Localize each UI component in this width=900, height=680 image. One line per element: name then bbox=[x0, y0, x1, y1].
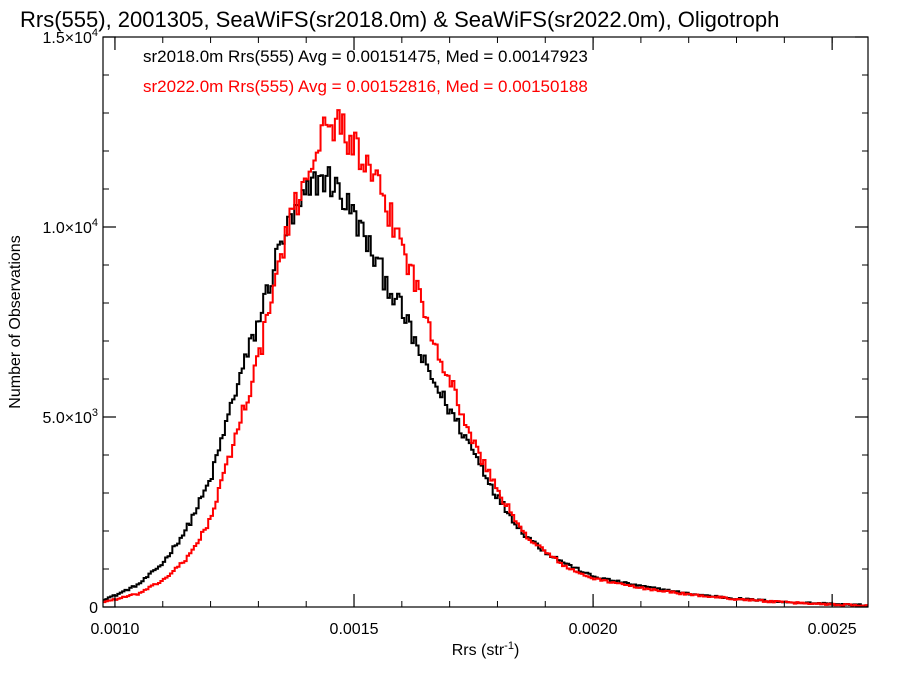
x-axis-title-main: Rrs (str bbox=[452, 642, 505, 659]
y-tick-label: 5.0×103 bbox=[42, 407, 98, 427]
series-layer bbox=[103, 109, 868, 608]
axes-layer: 0.0010 0.0015 0.0020 0.002505.0×1031.0×1041… bbox=[42, 27, 868, 638]
y-tick-label-mantissa: 0 bbox=[89, 600, 98, 617]
x-axis-title-close: ) bbox=[514, 642, 519, 659]
y-tick-label-exponent: 4 bbox=[92, 217, 98, 229]
chart-title: Rrs(555), 2001305, SeaWiFS(sr2018.0m) & … bbox=[20, 7, 779, 32]
y-tick-label: 1.0×104 bbox=[42, 217, 98, 237]
y-tick-label-mantissa: 5.0×10 bbox=[42, 410, 91, 427]
series-line-sr2018 bbox=[103, 166, 868, 608]
y-tick-label-exponent: 4 bbox=[92, 27, 98, 39]
x-tick-label: 0.0010 bbox=[90, 621, 139, 638]
y-axis-title: Number of Observations bbox=[7, 235, 24, 408]
legend-entry-sr2018: sr2018.0m Rrs(555) Avg = 0.00151475, Med… bbox=[143, 47, 588, 66]
x-axis-title: Rrs (str-1) bbox=[452, 640, 520, 659]
x-axis-title-superscript: -1 bbox=[504, 640, 514, 652]
series-line-sr2022 bbox=[103, 109, 868, 608]
y-tick-label: 1.5×104 bbox=[42, 27, 98, 47]
x-tick-label: 0.0025 bbox=[808, 621, 857, 638]
y-tick-label: 0 bbox=[89, 600, 98, 617]
y-tick-label-mantissa: 1.0×10 bbox=[42, 220, 91, 237]
legend-entry-sr2022: sr2022.0m Rrs(555) Avg = 0.00152816, Med… bbox=[143, 77, 588, 96]
y-tick-label-mantissa: 1.5×10 bbox=[42, 30, 91, 47]
x-tick-label: 0.0020 bbox=[569, 621, 618, 638]
plot-frame bbox=[102, 36, 869, 608]
y-tick-label-exponent: 3 bbox=[92, 407, 98, 419]
x-tick-label: 0.0015 bbox=[330, 621, 379, 638]
title-group: Rrs(555), 2001305, SeaWiFS(sr2018.0m) & … bbox=[20, 7, 779, 32]
legend: sr2018.0m Rrs(555) Avg = 0.00151475, Med… bbox=[143, 47, 588, 96]
